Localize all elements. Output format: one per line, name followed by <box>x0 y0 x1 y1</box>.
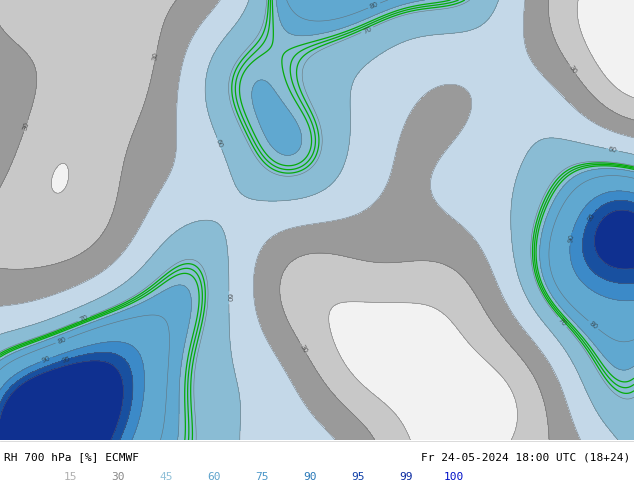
Text: 60: 60 <box>607 146 618 154</box>
Text: 95: 95 <box>586 212 596 223</box>
Text: 70: 70 <box>557 317 567 327</box>
Text: 95: 95 <box>61 355 72 364</box>
Text: 60: 60 <box>207 472 221 482</box>
Text: 90: 90 <box>41 355 52 364</box>
Text: 70: 70 <box>362 25 373 34</box>
Text: 30: 30 <box>22 121 30 131</box>
Text: 90: 90 <box>303 472 317 482</box>
Text: 70: 70 <box>79 315 89 323</box>
Text: 30: 30 <box>111 472 125 482</box>
Text: RH 700 hPa [%] ECMWF: RH 700 hPa [%] ECMWF <box>4 452 139 462</box>
Text: 30: 30 <box>567 64 578 75</box>
Text: 80: 80 <box>56 336 67 345</box>
Text: 30: 30 <box>299 343 308 354</box>
Text: 95: 95 <box>351 472 365 482</box>
Text: 90: 90 <box>567 233 575 243</box>
Text: 99: 99 <box>399 472 413 482</box>
Text: 80: 80 <box>369 1 379 10</box>
Text: 45: 45 <box>159 472 172 482</box>
Text: Fr 24-05-2024 18:00 UTC (18+24): Fr 24-05-2024 18:00 UTC (18+24) <box>421 452 630 462</box>
Text: 80: 80 <box>588 320 598 330</box>
Text: 60: 60 <box>226 293 232 302</box>
Text: 30: 30 <box>152 51 160 61</box>
Text: 75: 75 <box>256 472 269 482</box>
Text: 15: 15 <box>63 472 77 482</box>
Text: 100: 100 <box>444 472 464 482</box>
Text: 60: 60 <box>215 138 224 148</box>
